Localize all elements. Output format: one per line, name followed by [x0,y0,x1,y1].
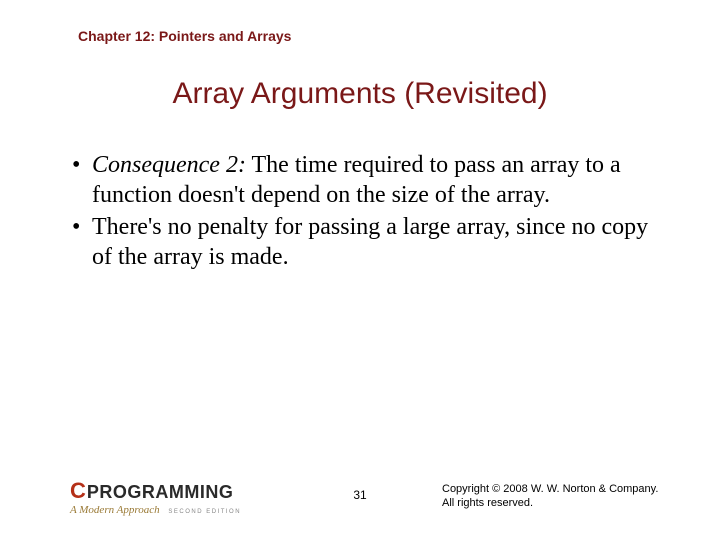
bullet-rest: There's no penalty for passing a large a… [92,214,648,270]
bullet-lead: Consequence 2: [92,152,246,178]
body-content: • Consequence 2: The time required to pa… [70,150,660,274]
footer: C PROGRAMMING A Modern Approach SECOND E… [0,466,720,516]
bullet-item: • Consequence 2: The time required to pa… [70,150,660,210]
bullet-marker: • [70,150,92,180]
bullet-item: • There's no penalty for passing a large… [70,212,660,272]
slide: Chapter 12: Pointers and Arrays Array Ar… [0,0,720,540]
logo-edition: SECOND EDITION [168,509,241,515]
bullet-text: Consequence 2: The time required to pass… [92,150,660,210]
copyright-line-1: Copyright © 2008 W. W. Norton & Company. [442,482,662,496]
bullet-text: There's no penalty for passing a large a… [92,212,660,272]
slide-title: Array Arguments (Revisited) [0,77,720,111]
logo-subtitle-text: A Modern Approach [70,504,160,516]
bullet-marker: • [70,212,92,242]
chapter-header: Chapter 12: Pointers and Arrays [78,28,291,44]
copyright-block: Copyright © 2008 W. W. Norton & Company.… [442,482,662,510]
copyright-line-2: All rights reserved. [442,496,662,510]
logo-subtitle: A Modern Approach SECOND EDITION [70,504,241,516]
